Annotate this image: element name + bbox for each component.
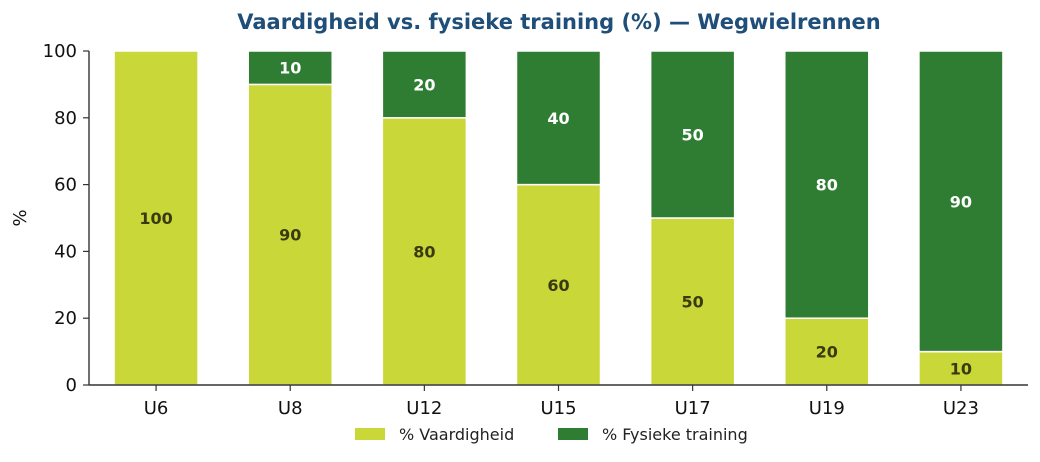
x-tick-label: U15 xyxy=(540,398,576,419)
data-label: 60 xyxy=(547,276,569,295)
bar-segment-vaardigheid xyxy=(649,217,736,386)
legend-label-vaardigheid: % Vaardigheid xyxy=(399,425,514,444)
y-tick-label: 20 xyxy=(54,308,77,329)
data-label: 20 xyxy=(816,343,838,362)
bar-segment-vaardigheid xyxy=(918,350,1004,386)
data-label: 20 xyxy=(413,75,435,94)
bar-segment-fysieke-training xyxy=(515,50,602,186)
x-tick-label: U23 xyxy=(943,398,979,419)
bar-segment-vaardigheid xyxy=(784,317,870,386)
data-label: 10 xyxy=(950,359,972,378)
y-tick-label: 80 xyxy=(54,108,77,129)
x-tick-label: U6 xyxy=(144,398,169,419)
bar-segment-fysieke-training xyxy=(381,50,468,119)
legend-swatch-vaardigheid xyxy=(355,428,385,440)
y-tick-label: 100 xyxy=(43,41,77,62)
data-label: 80 xyxy=(413,242,435,261)
bar-segment-vaardigheid xyxy=(247,83,333,386)
bar-segment-fysieke-training xyxy=(784,50,870,319)
legend-swatch-fysieke-training xyxy=(558,428,588,440)
x-tick-label: U12 xyxy=(406,398,442,419)
bar-segment-fysieke-training xyxy=(649,50,736,219)
data-label: 80 xyxy=(816,176,838,195)
x-tick-label: U17 xyxy=(675,398,711,419)
y-axis-label: % xyxy=(10,209,31,226)
chart-title: Vaardigheid vs. fysieke training (%) — W… xyxy=(237,10,880,34)
data-label: 90 xyxy=(279,226,301,245)
bar-segment-vaardigheid xyxy=(381,117,468,386)
data-label: 90 xyxy=(950,192,972,211)
legend-label-fysieke-training: % Fysieke training xyxy=(602,425,748,444)
data-label: 50 xyxy=(682,293,704,312)
bar-segment-vaardigheid xyxy=(515,183,602,386)
y-tick-label: 40 xyxy=(54,241,77,262)
data-label: 100 xyxy=(139,209,172,228)
data-label: 10 xyxy=(279,59,301,78)
x-tick-label: U8 xyxy=(278,398,303,419)
bar-segment-fysieke-training xyxy=(247,50,333,86)
x-tick-label: U19 xyxy=(809,398,845,419)
bar-segment-fysieke-training xyxy=(918,50,1004,353)
legend: % Vaardigheid % Fysieke training xyxy=(355,425,748,444)
data-label: 40 xyxy=(547,109,569,128)
plot-area: 0 20 40 60 80 100 100 U6 90 10 U8 80 20 U12 60 40 U15 50 5… xyxy=(43,41,1028,419)
y-tick-label: 0 xyxy=(66,375,77,396)
data-label: 50 xyxy=(682,126,704,145)
y-tick-label: 60 xyxy=(54,175,77,196)
